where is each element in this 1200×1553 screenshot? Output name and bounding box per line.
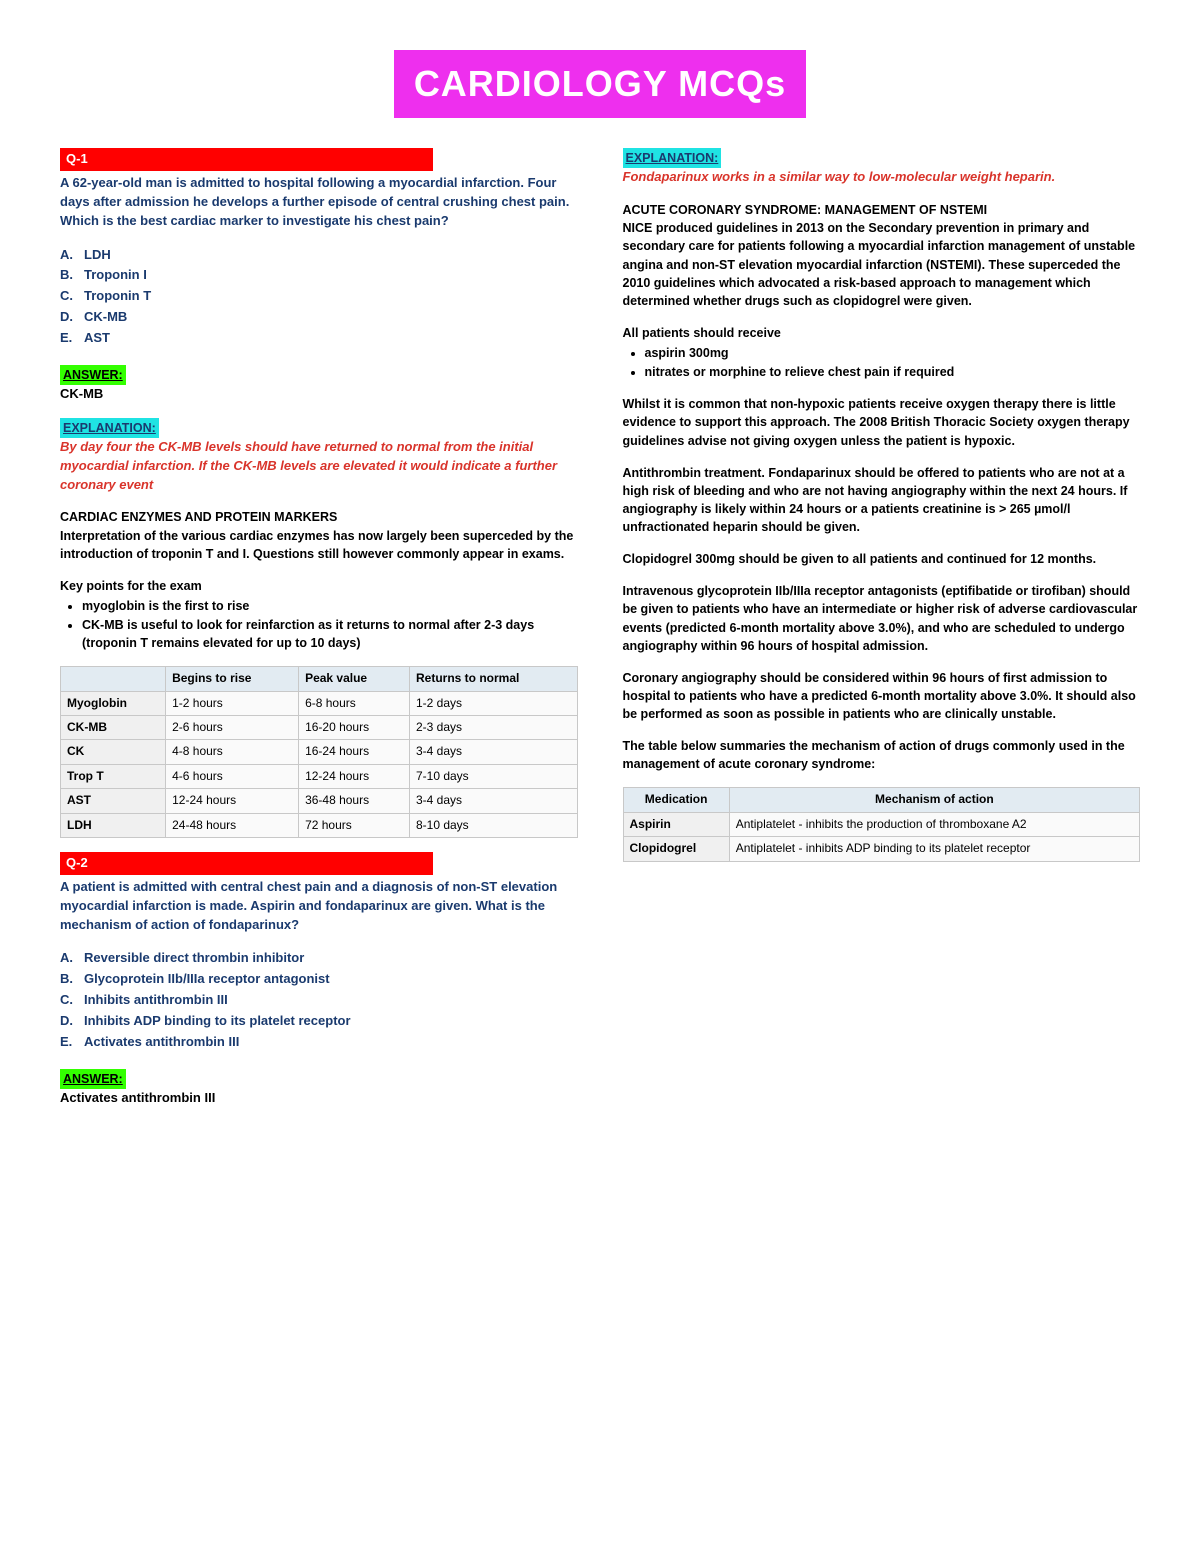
q2-p3: Clopidogrel 300mg should be given to all… (623, 550, 1141, 568)
q2-all-1: aspirin 300mg (645, 344, 1141, 362)
q2-explanation: Fondaparinux works in a similar way to l… (623, 168, 1141, 187)
q1-opt-d: D.CK-MB (60, 307, 578, 328)
answer-label: ANSWER: (60, 365, 126, 385)
q1-kp-heading: Key points for the exam (60, 577, 578, 595)
table-row: Myoglobin1-2 hours6-8 hours1-2 days (61, 691, 578, 715)
q1-stem: A 62-year-old man is admitted to hospita… (60, 174, 578, 231)
q2-p5: Coronary angiography should be considere… (623, 669, 1141, 723)
table-row: AST12-24 hours36-48 hours3-4 days (61, 789, 578, 813)
explanation-label: EXPLANATION: (60, 418, 159, 438)
table-row: CK-MB2-6 hours16-20 hours2-3 days (61, 716, 578, 740)
q2-opt-c: C.Inhibits antithrombin III (60, 990, 578, 1011)
q1-opt-a: A.LDH (60, 245, 578, 266)
q2-opt-b: B.Glycoprotein IIb/IIIa receptor antagon… (60, 969, 578, 990)
answer-label: ANSWER: (60, 1069, 126, 1089)
q1-options: A.LDH B.Troponin I C.Troponin T D.CK-MB … (60, 245, 578, 349)
explanation-label: EXPLANATION: (623, 148, 722, 168)
q1-opt-c: C.Troponin T (60, 286, 578, 307)
q2-header: Q-2 (60, 852, 433, 875)
q2-all-2: nitrates or morphine to relieve chest pa… (645, 363, 1141, 381)
q1-explanation: By day four the CK-MB levels should have… (60, 438, 578, 495)
title-wrap: CARDIOLOGY MCQs (60, 50, 1140, 118)
enzymes-table: Begins to rise Peak value Returns to nor… (60, 666, 578, 838)
q2-stem: A patient is admitted with central chest… (60, 878, 578, 935)
left-column: Q-1 A 62-year-old man is admitted to hos… (60, 148, 578, 1121)
q1-opt-b: B.Troponin I (60, 265, 578, 286)
q1-opt-e: E.AST (60, 328, 578, 349)
table-row: LDH24-48 hours72 hours8-10 days (61, 813, 578, 837)
q1-kp-2: CK-MB is useful to look for reinfarction… (82, 616, 578, 652)
q2-opt-e: E.Activates antithrombin III (60, 1032, 578, 1053)
table-row: CK4-8 hours16-24 hours3-4 days (61, 740, 578, 764)
moa-table: Medication Mechanism of action AspirinAn… (623, 787, 1141, 861)
q2-all-heading: All patients should receive (623, 324, 1141, 342)
q1-answer: CK-MB (60, 385, 578, 404)
q1-kp-list: myoglobin is the first to rise CK-MB is … (60, 597, 578, 652)
q2-p2: Antithrombin treatment. Fondaparinux sho… (623, 464, 1141, 537)
q2-options: A.Reversible direct thrombin inhibitor B… (60, 948, 578, 1052)
q2-p6: The table below summaries the mechanism … (623, 737, 1141, 773)
q2-answer: Activates antithrombin III (60, 1089, 578, 1108)
right-column: EXPLANATION: Fondaparinux works in a sim… (623, 148, 1141, 1121)
q1-header: Q-1 (60, 148, 433, 171)
q2-p1: Whilst it is common that non-hypoxic pat… (623, 395, 1141, 449)
q2-all-list: aspirin 300mg nitrates or morphine to re… (623, 344, 1141, 381)
table-row: ClopidogrelAntiplatelet - inhibits ADP b… (623, 837, 1140, 861)
page-title: CARDIOLOGY MCQs (394, 50, 806, 118)
columns: Q-1 A 62-year-old man is admitted to hos… (60, 148, 1140, 1121)
q1-section: CARDIAC ENZYMES AND PROTEIN MARKERS Inte… (60, 508, 578, 562)
q1-kp-1: myoglobin is the first to rise (82, 597, 578, 615)
q2-opt-a: A.Reversible direct thrombin inhibitor (60, 948, 578, 969)
table-row: AspirinAntiplatelet - inhibits the produ… (623, 812, 1140, 836)
q2-p4: Intravenous glycoprotein IIb/IIIa recept… (623, 582, 1141, 655)
q2-opt-d: D.Inhibits ADP binding to its platelet r… (60, 1011, 578, 1032)
table-row: Trop T4-6 hours12-24 hours7-10 days (61, 764, 578, 788)
q2-section: ACUTE CORONARY SYNDROME: MANAGEMENT OF N… (623, 201, 1141, 310)
